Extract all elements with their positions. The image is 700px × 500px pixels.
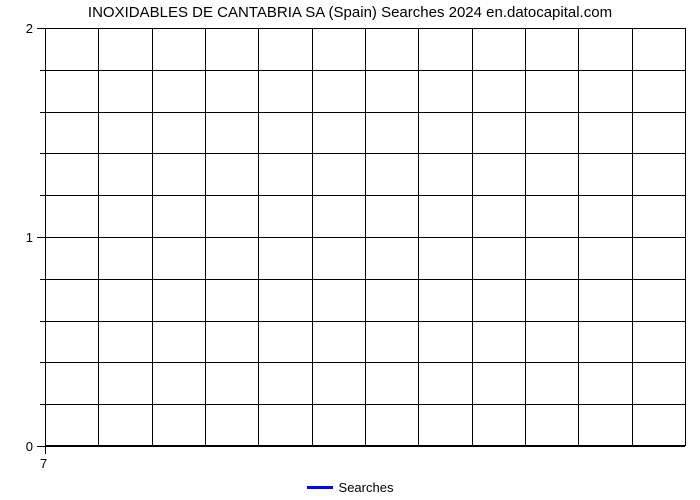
gridline-horizontal <box>45 279 685 280</box>
y-axis-line <box>45 28 46 446</box>
gridline-horizontal <box>45 28 685 29</box>
y-tick-major <box>37 446 45 447</box>
gridline-horizontal <box>45 112 685 113</box>
legend-label: Searches <box>339 480 394 495</box>
y-tick-minor <box>40 321 45 322</box>
x-axis-line <box>45 445 685 446</box>
y-tick-major <box>37 28 45 29</box>
y-tick-label: 1 <box>23 230 33 245</box>
x-tick-major <box>45 446 46 454</box>
gridline-horizontal <box>45 321 685 322</box>
chart-title: INOXIDABLES DE CANTABRIA SA (Spain) Sear… <box>0 4 700 21</box>
legend-swatch-icon <box>307 486 333 489</box>
y-tick-minor <box>40 112 45 113</box>
y-tick-minor <box>40 362 45 363</box>
y-tick-minor <box>40 404 45 405</box>
gridline-horizontal <box>45 70 685 71</box>
chart-container: INOXIDABLES DE CANTABRIA SA (Spain) Sear… <box>0 0 700 500</box>
y-tick-minor <box>40 195 45 196</box>
plot-area: 0127 <box>45 28 685 446</box>
y-tick-minor <box>40 70 45 71</box>
legend: Searches <box>0 480 700 495</box>
x-tick-label: 7 <box>40 456 47 471</box>
gridline-horizontal <box>45 237 685 238</box>
gridline-horizontal <box>45 404 685 405</box>
gridline-vertical <box>685 28 686 446</box>
gridline-horizontal <box>45 446 685 447</box>
y-tick-major <box>37 237 45 238</box>
gridline-horizontal <box>45 195 685 196</box>
y-tick-label: 0 <box>23 439 33 454</box>
y-tick-minor <box>40 279 45 280</box>
gridline-horizontal <box>45 362 685 363</box>
y-tick-minor <box>40 153 45 154</box>
gridline-horizontal <box>45 153 685 154</box>
y-tick-label: 2 <box>23 21 33 36</box>
